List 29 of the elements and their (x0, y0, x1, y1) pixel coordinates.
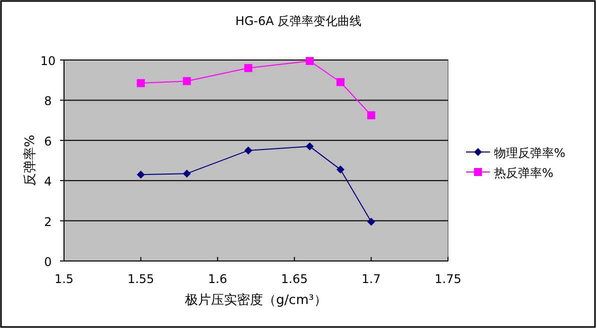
point (336, 166, 344, 174)
x-tick-label: 1.55 (127, 272, 154, 286)
x-tick-label: 1.75 (434, 272, 462, 286)
x-axis-title: 极片压实密度（g/cm³） (184, 292, 327, 308)
y-tick-label: 4 (44, 174, 52, 189)
chart-title: HG-6A 反弹率变化曲线 (235, 14, 362, 28)
y-tick-label: 0 (44, 255, 52, 269)
x-tick-label: 1.7 (362, 272, 381, 286)
x-tick-label: 1.6 (208, 272, 228, 286)
point (306, 57, 314, 66)
legend-label: 物理反弹率% (494, 146, 566, 160)
point (244, 146, 252, 154)
point (136, 170, 145, 179)
point (367, 218, 376, 226)
point (136, 79, 145, 88)
y-tick-label: 8 (44, 94, 52, 108)
y-tick-label: 6 (44, 134, 52, 148)
x-tick-label: 1.65 (281, 272, 308, 286)
y-tick-label: 2 (44, 214, 52, 229)
point (244, 64, 252, 72)
point (182, 170, 191, 178)
point (367, 111, 376, 120)
y-tick-label: 10 (40, 54, 56, 68)
point (336, 78, 344, 86)
x-tick-label: 1.5 (54, 272, 74, 286)
point (182, 77, 191, 86)
legend-label: 热反弹率% (494, 166, 554, 180)
y-axis-title: 反弹率% (22, 134, 38, 186)
point (306, 142, 314, 150)
